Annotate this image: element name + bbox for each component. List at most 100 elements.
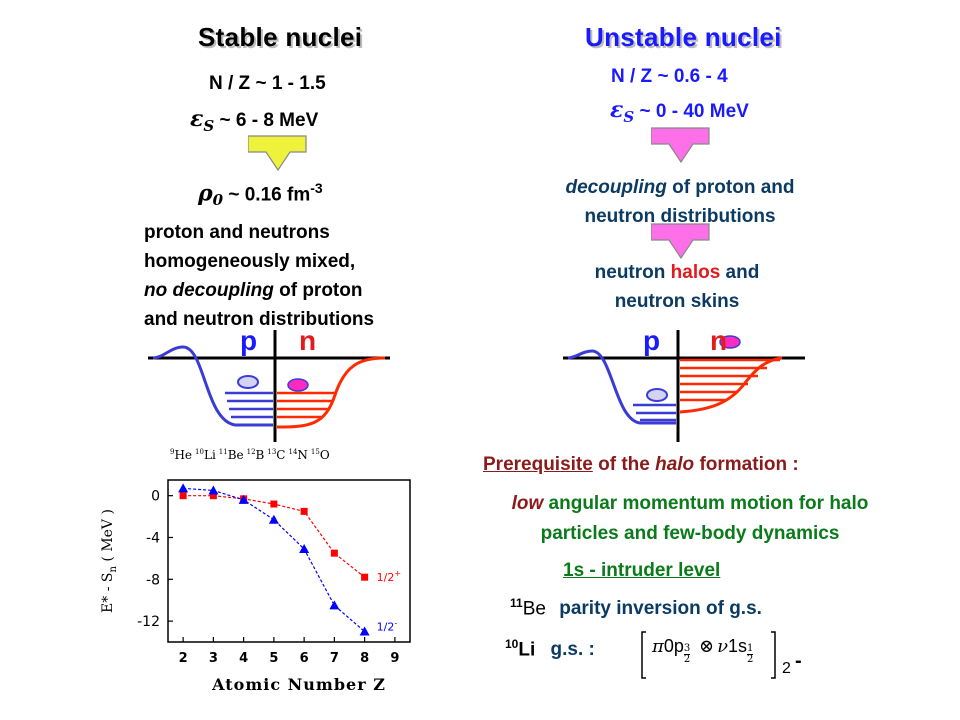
x-tick-label: 2 (179, 651, 188, 666)
orbital-0p-den: 2 (683, 654, 691, 665)
y-tick-label: -4 (146, 530, 160, 546)
series-0-point (270, 500, 278, 508)
series-line-0 (183, 495, 365, 578)
isotope-element: O (319, 448, 330, 462)
halos-line-1: neutron halos and (527, 258, 827, 287)
unstable-nz-ratio: N / Z ~ 0.6 - 4 (611, 66, 728, 87)
li10-configuration-bracket (641, 631, 776, 679)
isotope-mass: 14 (288, 448, 298, 456)
isotope-label: 12B (247, 448, 265, 462)
prerequisite-mid: of the (592, 454, 656, 475)
x-tick-label: 3 (209, 651, 218, 666)
epsilon-subscript-unstable: S (623, 107, 635, 126)
halo-conditions: low angular momentum motion for halo par… (440, 489, 940, 549)
epsilon-symbol-unstable: ε (610, 97, 624, 123)
be11-text: parity inversion of g.s. (559, 598, 762, 620)
rho-symbol: ρ (198, 180, 213, 207)
separation-energy-chart: 2 3 4 5 6 7 8 9 0 -4 -8 -12 Atomic Number Z E* - Sn (… (100, 479, 411, 694)
magenta-down-arrow-icon-2 (651, 223, 710, 260)
halos-text: neutron halos and neutron skins (527, 258, 827, 316)
series-1-point (238, 494, 249, 504)
isotope-label: 9He (170, 448, 192, 462)
prerequisite-halo: halo (655, 454, 695, 475)
low-word: low (511, 493, 544, 514)
magenta-down-arrow-icon (651, 127, 710, 164)
proton-potential-curve-right (567, 349, 676, 425)
x-tick-label: 8 (360, 651, 369, 666)
stable-desc-line-1: proton and neutrons (144, 222, 330, 243)
x-axis-label: Atomic Number Z (211, 675, 386, 694)
stable-desc-line-3: no decoupling of proton (144, 276, 374, 305)
isotope-element: Be (227, 448, 244, 462)
neutron-label: n (299, 325, 317, 356)
plot-frame (167, 479, 411, 643)
proton-label: p (240, 325, 258, 356)
conditions-line-1: low angular momentum motion for halo (440, 489, 940, 519)
neutron-particle-right (719, 335, 741, 349)
isotope-mass: 11 (218, 448, 228, 456)
isotope-element: He (174, 448, 193, 462)
stable-nuclei-title: Stable nuclei (198, 22, 363, 52)
configuration-outer-sup: - (795, 650, 802, 672)
neutron-label-right: n (710, 325, 728, 356)
proton-particle-right (646, 388, 668, 402)
isotope-label: 15O (311, 448, 330, 462)
isotope-mass: 12 (246, 448, 256, 456)
isotope-mass: 15 (310, 448, 320, 456)
series-1-point (208, 485, 219, 495)
isotope-labels-row: 9He 10Li 11Be 12B 13C 14N 15O (170, 448, 333, 462)
halos-pre: neutron (594, 262, 671, 283)
isotope-element: C (276, 448, 286, 462)
orbital-1s: 1s (728, 636, 748, 656)
series-1-label: 1/2- (377, 619, 398, 634)
stable-desc-line-4: and neutron distributions (144, 309, 375, 330)
motion-text: motion for halo (724, 493, 869, 514)
decoupling-rest: of proton and (666, 177, 795, 198)
configuration-outer-sub: 2 (782, 660, 791, 677)
series-0-point (209, 492, 217, 500)
stable-description: proton and neutrons homogeneously mixed,… (144, 218, 374, 334)
halos-post: and (720, 262, 760, 283)
decoupling-line-1: decoupling of proton and (530, 173, 830, 202)
neutron-levels-right (680, 358, 780, 402)
proton-potential-curve (152, 345, 273, 427)
stable-density-value: ~ 0.16 fm (223, 184, 311, 206)
li10-mass: 10 (505, 637, 519, 651)
unstable-nuclei-title: Unstable nuclei (585, 22, 782, 52)
halos-line-2: neutron skins (614, 291, 740, 312)
unstable-separation-energy: εS ~ 0 - 40 MeV (610, 97, 749, 126)
series-1-point (329, 600, 340, 610)
series-1-point (268, 514, 279, 524)
no-decoupling-text: no decoupling (144, 280, 274, 301)
unstable-es-value: ~ 0 - 40 MeV (634, 101, 749, 122)
orbital-1s-num: 1 (747, 643, 754, 655)
epsilon-subscript: S (203, 116, 215, 135)
proton-particle (237, 375, 259, 389)
isotope-element: N (297, 448, 308, 462)
series-0-point (300, 507, 308, 515)
proton-levels (225, 391, 273, 419)
series-1-point (299, 543, 310, 553)
y-tick-label: -12 (137, 614, 160, 630)
decoupling-text: decoupling of proton and neutron distrib… (530, 173, 830, 231)
neutron-particle (287, 378, 309, 392)
y-axis-label-main: E* - S (100, 573, 116, 613)
be11-element: Be (522, 598, 546, 620)
x-tick-label: 5 (269, 651, 278, 666)
stable-nz-ratio: N / Z ~ 1 - 1.5 (209, 73, 326, 94)
series-1-point (178, 483, 189, 493)
li10-text: g.s. : (550, 639, 595, 661)
y-axis-label-unit: ( MeV ) (100, 509, 116, 566)
series-label-main: 1/2 (377, 571, 395, 584)
isotope-mass: 9 (170, 448, 175, 456)
isotope-element: B (255, 448, 265, 462)
li10-line: 10Li g.s. : (505, 637, 595, 661)
isotope-label: 10Li (195, 448, 216, 462)
y-tick-label: 0 (151, 489, 160, 505)
orbital-0p-num: 3 (683, 643, 691, 655)
prerequisite-word: Prerequisite (483, 454, 593, 475)
halos-word: halos (670, 262, 721, 283)
series-0-point (361, 573, 369, 581)
y-axis-label: E* - Sn ( MeV ) (100, 509, 119, 613)
